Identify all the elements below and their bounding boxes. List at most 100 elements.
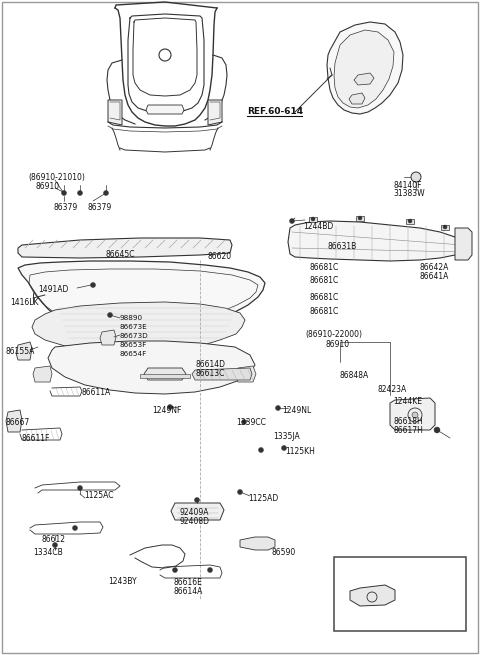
Text: 92408D: 92408D <box>180 517 210 526</box>
Circle shape <box>434 427 440 433</box>
Polygon shape <box>390 398 435 430</box>
Text: REF.60-614: REF.60-614 <box>247 107 303 116</box>
Circle shape <box>77 485 83 491</box>
Text: 1491AD: 1491AD <box>38 285 68 294</box>
Circle shape <box>61 191 67 195</box>
Circle shape <box>311 217 315 221</box>
Polygon shape <box>354 73 374 85</box>
Text: (86910-21010): (86910-21010) <box>28 173 85 182</box>
Polygon shape <box>288 221 462 261</box>
Polygon shape <box>327 22 403 114</box>
Text: 1339CC: 1339CC <box>236 418 266 427</box>
Text: 86673E: 86673E <box>120 324 148 330</box>
Circle shape <box>412 412 418 418</box>
Polygon shape <box>100 330 116 345</box>
Polygon shape <box>240 537 275 550</box>
Circle shape <box>168 405 172 409</box>
Circle shape <box>276 405 280 411</box>
Polygon shape <box>349 93 365 104</box>
Text: 1335JA: 1335JA <box>273 432 300 441</box>
Polygon shape <box>334 30 394 108</box>
Text: 86590: 86590 <box>271 548 295 557</box>
Text: 86611F: 86611F <box>22 434 50 443</box>
Circle shape <box>77 191 83 195</box>
Polygon shape <box>171 503 224 520</box>
Polygon shape <box>18 238 232 258</box>
FancyBboxPatch shape <box>334 557 466 631</box>
Polygon shape <box>32 302 245 351</box>
Text: 86641A: 86641A <box>420 272 449 281</box>
Text: 1416LK: 1416LK <box>10 298 38 307</box>
Text: 86611A: 86611A <box>82 388 111 397</box>
Text: 86673D: 86673D <box>120 333 149 339</box>
Text: 86617H: 86617H <box>393 426 423 435</box>
Circle shape <box>238 489 242 495</box>
Circle shape <box>259 447 264 453</box>
Text: 1125AD: 1125AD <box>248 494 278 503</box>
Polygon shape <box>309 217 317 222</box>
Text: 1244KE: 1244KE <box>393 397 422 406</box>
Text: 1244BD: 1244BD <box>303 222 333 231</box>
Circle shape <box>194 498 200 502</box>
Circle shape <box>108 312 112 318</box>
Circle shape <box>281 445 287 451</box>
Text: 1125AC: 1125AC <box>84 491 113 500</box>
Text: 1125KH: 1125KH <box>285 447 315 456</box>
Text: 86681C: 86681C <box>310 293 339 302</box>
Text: 31383W: 31383W <box>393 189 425 198</box>
Text: 86620: 86620 <box>208 252 232 261</box>
Text: 86155A: 86155A <box>5 347 35 356</box>
Text: 86379: 86379 <box>53 203 77 212</box>
Text: 86681C: 86681C <box>310 263 339 272</box>
Polygon shape <box>140 374 190 378</box>
Polygon shape <box>350 585 395 606</box>
Circle shape <box>104 191 108 195</box>
Circle shape <box>91 282 96 288</box>
Circle shape <box>358 216 362 220</box>
Text: 1334CB: 1334CB <box>33 548 63 557</box>
Text: 86681C: 86681C <box>310 276 339 285</box>
Text: 1249NL: 1249NL <box>282 406 311 415</box>
Polygon shape <box>146 105 184 114</box>
Text: 86667: 86667 <box>5 418 29 427</box>
Circle shape <box>443 225 447 229</box>
Text: (86910-22000): (86910-22000) <box>305 330 362 339</box>
Polygon shape <box>18 261 265 337</box>
Text: 86379: 86379 <box>88 203 112 212</box>
Polygon shape <box>108 100 122 125</box>
Polygon shape <box>6 410 22 432</box>
Polygon shape <box>235 366 256 382</box>
Text: 1249NF: 1249NF <box>152 406 181 415</box>
Text: 86614A: 86614A <box>174 587 204 596</box>
Circle shape <box>172 567 178 572</box>
Text: 86653F: 86653F <box>120 342 147 348</box>
Polygon shape <box>192 368 252 380</box>
Text: 86631B: 86631B <box>327 242 356 251</box>
Text: 86618H: 86618H <box>393 417 423 426</box>
Polygon shape <box>16 342 32 360</box>
Text: 86697: 86697 <box>362 574 389 583</box>
Polygon shape <box>208 100 222 125</box>
Text: 82423A: 82423A <box>378 385 407 394</box>
Circle shape <box>241 419 247 424</box>
Polygon shape <box>48 341 255 394</box>
Text: 86848A: 86848A <box>340 371 369 380</box>
Text: 98890: 98890 <box>120 315 143 321</box>
Circle shape <box>207 567 213 572</box>
Text: 86642A: 86642A <box>420 263 449 272</box>
Polygon shape <box>144 368 186 380</box>
Text: 86614D: 86614D <box>196 360 226 369</box>
Text: 86910: 86910 <box>325 340 349 349</box>
Circle shape <box>52 542 58 548</box>
Text: 92409A: 92409A <box>180 508 209 517</box>
Polygon shape <box>455 228 472 260</box>
Text: 86612: 86612 <box>42 535 66 544</box>
Text: 86910: 86910 <box>36 182 60 191</box>
Circle shape <box>289 219 295 223</box>
Polygon shape <box>441 225 449 230</box>
Text: 86616E: 86616E <box>174 578 203 587</box>
Polygon shape <box>406 219 414 224</box>
Circle shape <box>408 219 412 223</box>
Polygon shape <box>356 216 364 221</box>
Text: 84140F: 84140F <box>393 181 421 190</box>
